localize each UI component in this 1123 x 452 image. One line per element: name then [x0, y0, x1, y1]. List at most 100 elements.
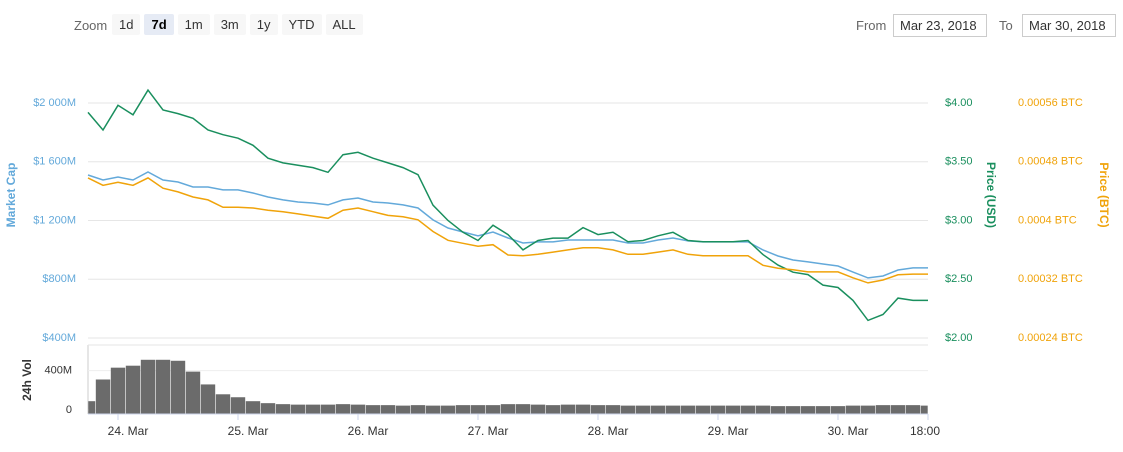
zoom-button[interactable]: YTD: [281, 14, 322, 35]
y-tick-label: $1 600M: [33, 156, 76, 168]
y3-tick-label: 0.00048 BTC: [1018, 156, 1083, 168]
axis-title: 24h Vol: [20, 359, 34, 401]
bar: [125, 365, 141, 414]
bar: [605, 405, 621, 414]
x-tick-label: 28. Mar: [588, 424, 629, 438]
from-label: From: [856, 18, 887, 33]
bar: [380, 405, 396, 414]
bar: [260, 403, 276, 414]
bar: [590, 405, 606, 414]
bar: [770, 406, 786, 414]
x-tick-label: 26. Mar: [348, 424, 389, 438]
bar: [905, 405, 921, 414]
from-input[interactable]: Mar 23, 2018: [893, 14, 987, 37]
bar: [665, 405, 681, 414]
bar: [740, 405, 756, 414]
bar: [275, 404, 291, 414]
y3-tick-label: 0.00032 BTC: [1018, 273, 1083, 285]
bar: [500, 404, 516, 414]
bar: [365, 405, 381, 414]
series-line: [87, 88, 928, 322]
bar: [335, 404, 351, 414]
x-tick-label: 25. Mar: [228, 424, 269, 438]
bar: [200, 384, 216, 414]
bar: [230, 397, 246, 414]
y-tick-label: 0: [66, 404, 72, 416]
bar: [920, 405, 928, 414]
bar: [680, 405, 696, 414]
series-line: [87, 177, 928, 284]
x-tick-label: 27. Mar: [468, 424, 509, 438]
y3-tick-label: 0.0004 BTC: [1018, 214, 1077, 226]
y-tick-label: $1 200M: [33, 214, 76, 226]
bar: [785, 406, 801, 414]
bar: [425, 405, 441, 414]
bar: [695, 405, 711, 414]
bar: [455, 405, 471, 414]
to-input[interactable]: Mar 30, 2018: [1022, 14, 1116, 37]
y-tick-label: $800M: [42, 273, 76, 285]
toolbar: Zoom 1d 7d 1m 3m 1y YTD ALL From Mar 23, 2018 …: [0, 0, 1123, 50]
x-tick-label: 24. Mar: [108, 424, 149, 438]
zoom-label: Zoom: [74, 18, 108, 33]
bar: [620, 405, 636, 414]
zoom-button[interactable]: 1d: [112, 14, 141, 35]
bar: [575, 404, 591, 414]
series-line: [87, 171, 928, 279]
bar: [710, 405, 726, 414]
bar: [875, 405, 891, 414]
bar: [215, 394, 231, 414]
bar: [890, 405, 906, 414]
bar: [545, 405, 561, 414]
bar: [755, 405, 771, 414]
bar: [410, 405, 426, 414]
y2-tick-label: $4.00: [945, 97, 973, 109]
zoom-buttons: 1d 7d 1m 3m 1y YTD ALL: [112, 14, 363, 35]
bar: [860, 405, 876, 414]
y-tick-label: $400M: [42, 332, 76, 344]
bar: [170, 360, 186, 414]
bar: [440, 405, 456, 414]
zoom-button[interactable]: 7d: [144, 14, 174, 35]
y2-tick-label: $3.50: [945, 156, 973, 168]
y2-tick-label: $2.00: [945, 332, 973, 344]
y2-tick-label: $2.50: [945, 273, 973, 285]
bar: [95, 379, 111, 414]
zoom-button[interactable]: 3m: [213, 14, 246, 35]
bar: [245, 401, 261, 414]
bar: [515, 404, 531, 414]
zoom-button[interactable]: ALL: [325, 14, 363, 35]
y2-tick-label: $3.00: [945, 214, 973, 226]
bar: [485, 405, 501, 414]
bar: [815, 406, 831, 414]
bar: [140, 359, 156, 414]
bar: [845, 405, 861, 414]
bar: [185, 371, 201, 414]
bar: [560, 404, 576, 414]
bar: [470, 405, 486, 414]
y-tick-label: 400M: [44, 364, 72, 376]
zoom-button[interactable]: 1m: [177, 14, 210, 35]
x-tick-label: 29. Mar: [708, 424, 749, 438]
to-label: To: [999, 18, 1013, 33]
bar: [155, 359, 171, 414]
bar: [350, 404, 366, 414]
bar: [650, 405, 666, 414]
bar: [88, 401, 96, 414]
y3-tick-label: 0.00056 BTC: [1018, 97, 1083, 109]
x-tick-label: 30. Mar: [828, 424, 869, 438]
bar: [530, 404, 546, 414]
x-tick-label: 18:00: [910, 424, 940, 438]
bar: [800, 406, 816, 414]
axis-title: Price (USD): [984, 162, 998, 228]
bar: [320, 404, 336, 414]
zoom-button[interactable]: 1y: [249, 14, 278, 35]
bar: [110, 367, 126, 414]
axis-title: Market Cap: [4, 163, 18, 228]
y-tick-label: $2 000M: [33, 97, 76, 109]
bar: [830, 406, 846, 414]
y3-tick-label: 0.00024 BTC: [1018, 332, 1083, 344]
bar: [395, 405, 411, 414]
